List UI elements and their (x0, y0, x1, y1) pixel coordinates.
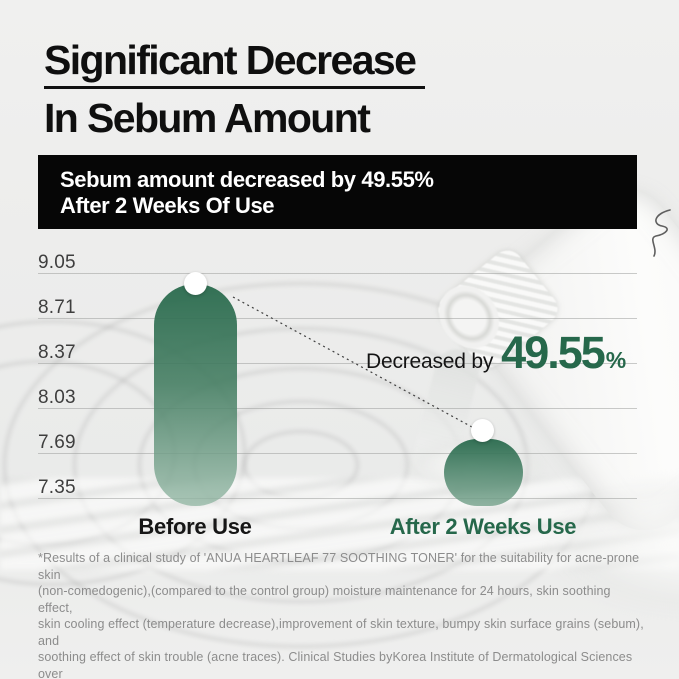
category-label-after: After 2 Weeks Use (389, 514, 577, 539)
bar-after-2-weeks (444, 439, 523, 506)
footnote-line: (non-comedogenic),(compared to the contr… (38, 584, 611, 615)
y-tick-label: 7.69 (38, 432, 76, 453)
headline-banner: Sebum amount decreased by 49.55% After 2… (38, 155, 637, 229)
gridline (38, 453, 637, 454)
title-line-2: In Sebum Amount (44, 95, 371, 141)
gridline (38, 318, 637, 319)
decrease-callout: Decreased by 49.55 % (366, 327, 626, 379)
decrease-callout-value: 49.55 (501, 327, 606, 378)
bar-top-marker-after (471, 419, 494, 442)
footnote-line: *Results of a clinical study of 'ANUA HE… (38, 551, 640, 582)
bottle-label-script-mark (652, 209, 671, 257)
category-label-before: Before Use (138, 514, 252, 539)
y-tick-label: 8.37 (38, 342, 76, 363)
bar-before-use (154, 284, 237, 506)
gridline (38, 363, 637, 364)
decrease-callout-prefix: Decreased by (366, 350, 494, 373)
y-tick-label: 8.03 (38, 387, 76, 408)
footnote: *Results of a clinical study of 'ANUA HE… (38, 550, 648, 679)
y-tick-label: 9.05 (38, 252, 76, 273)
banner-line-2: After 2 Weeks Of Use (60, 193, 275, 218)
y-tick-label: 7.35 (38, 477, 76, 498)
gridline (38, 273, 637, 274)
page-title: Significant Decrease In Sebum Amount (44, 40, 426, 141)
gridline (38, 408, 637, 409)
banner-line-1: Sebum amount decreased by 49.55% (60, 167, 434, 192)
decrease-callout-unit: % (605, 347, 627, 373)
bar-top-marker-before (184, 272, 207, 295)
footnote-line: skin cooling effect (temperature decreas… (38, 617, 644, 648)
footnote-line: soothing effect of skin trouble (acne tr… (38, 650, 633, 679)
y-tick-label: 8.71 (38, 297, 76, 318)
title-line-1: Significant Decrease (44, 40, 426, 89)
gridline (38, 498, 637, 499)
